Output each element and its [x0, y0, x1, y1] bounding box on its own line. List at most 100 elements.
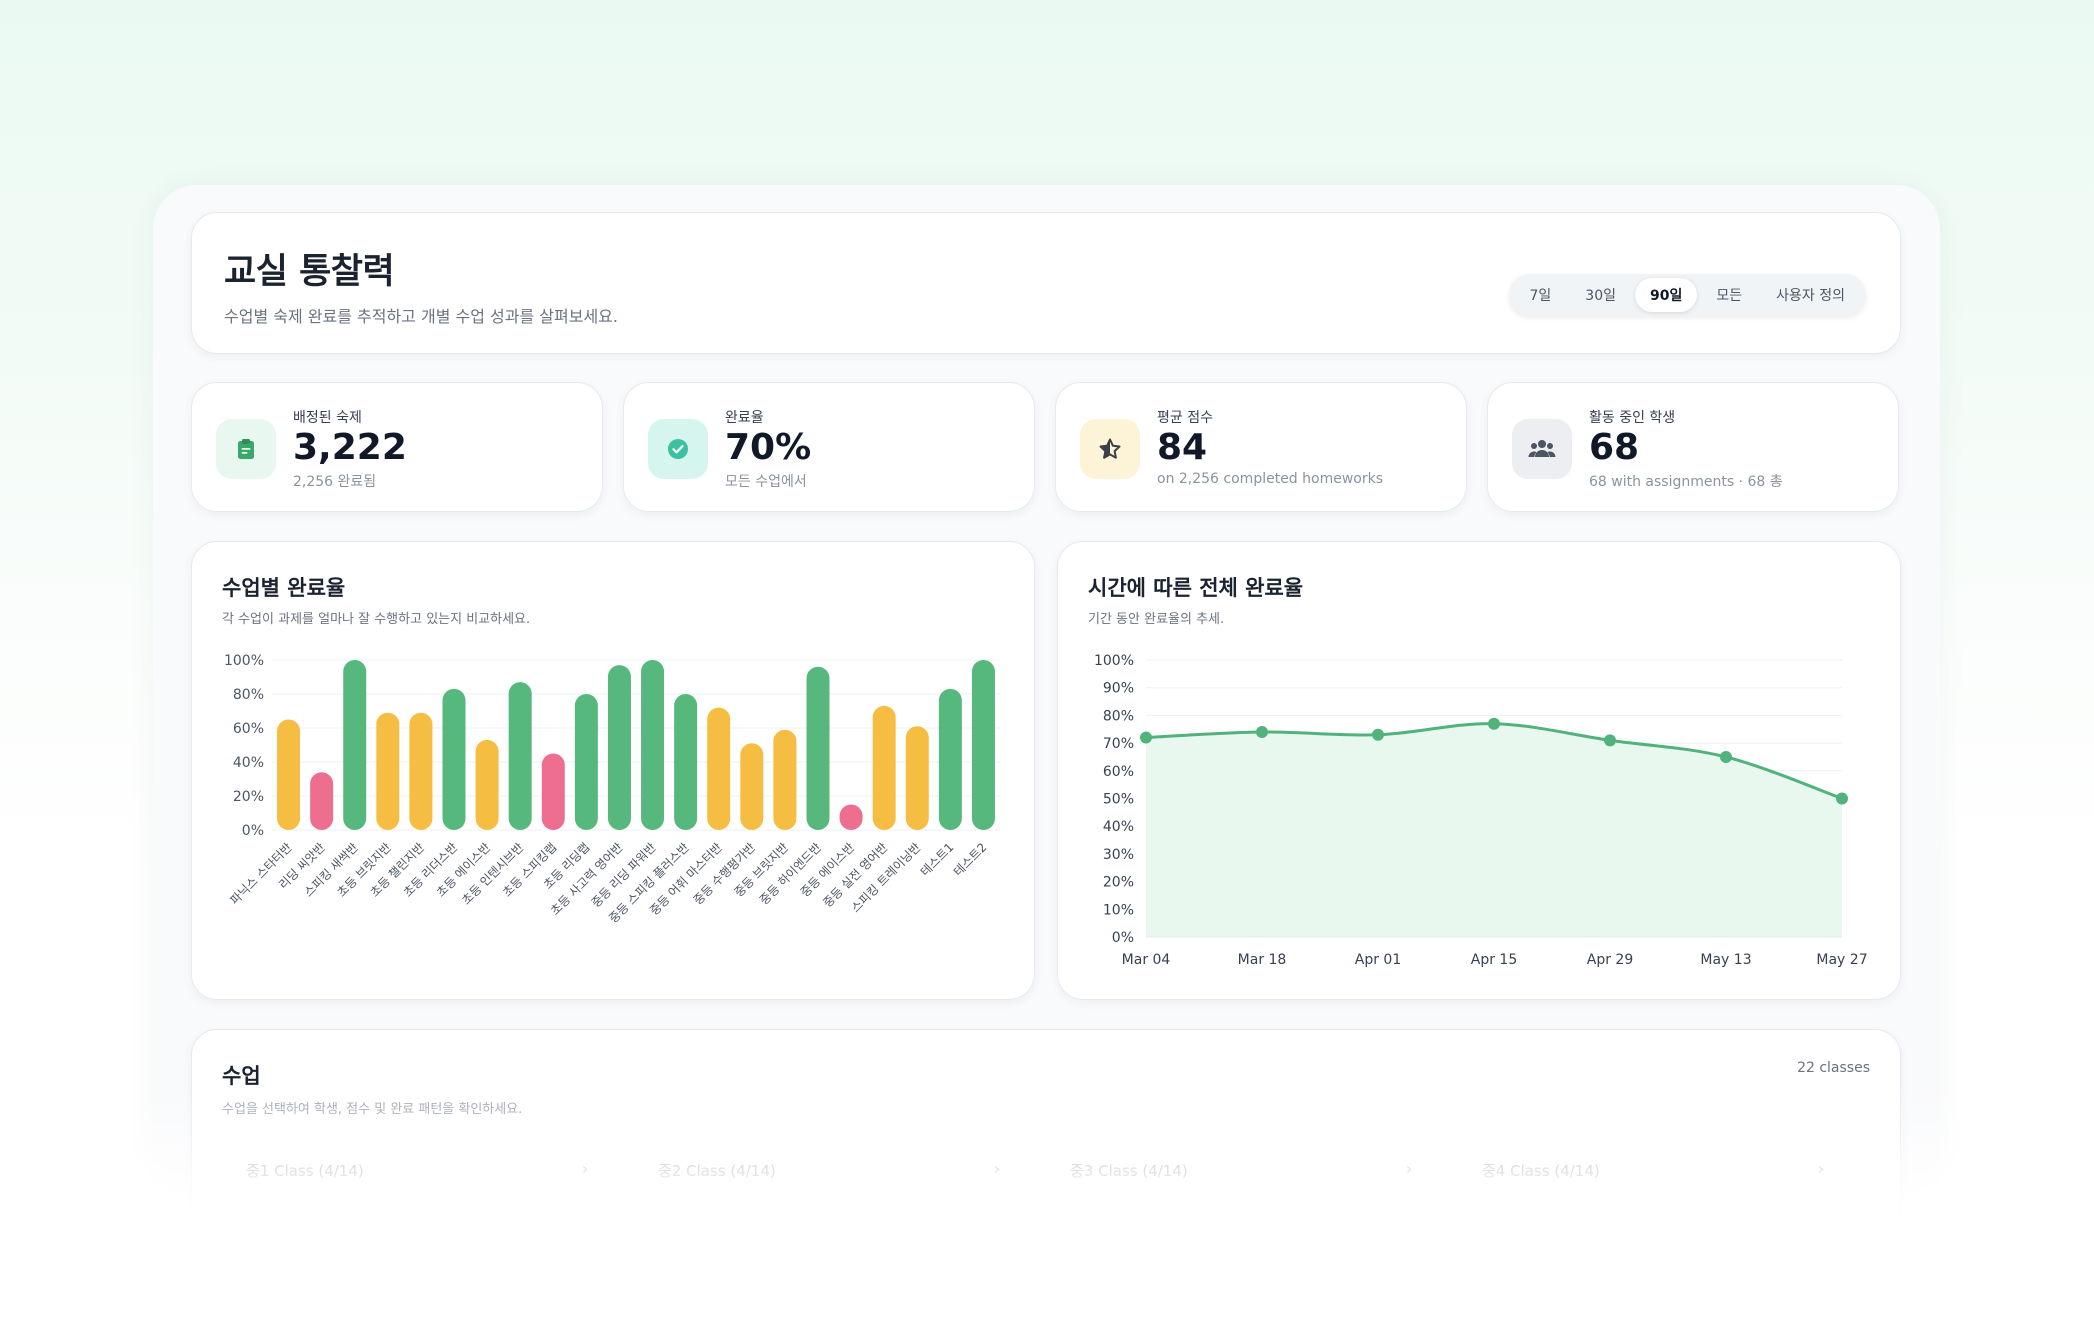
data-point: [1604, 734, 1616, 747]
stat-subtext: 2,256 완료됨: [293, 474, 377, 490]
class-name: 중2 Class (4/14): [658, 1162, 776, 1180]
stat-subtext: 68 with assignments · 68 총: [1589, 474, 1783, 490]
bar: [806, 666, 830, 830]
bar: [674, 694, 698, 830]
stat-subtext: on 2,256 completed homeworks: [1157, 471, 1384, 487]
date-range-selector: 7일 30일 90일 모든 사용자 정의: [1508, 274, 1866, 316]
chart-title: 시간에 따른 전체 완료율: [1088, 576, 1304, 600]
star-icon: [1080, 419, 1140, 479]
bar: [409, 712, 433, 830]
stat-card-average-score: 평균 점수 84 on 2,256 completed homeworks: [1055, 382, 1467, 512]
section-title: 수업: [222, 1064, 261, 1088]
stat-value: 84: [1157, 427, 1208, 468]
bar: [607, 665, 631, 830]
stat-label: 완료율: [725, 410, 764, 426]
class-count: 22 classes: [1797, 1060, 1870, 1076]
bar: [740, 743, 764, 830]
y-tick-label: 30%: [1103, 847, 1134, 863]
bar: [905, 726, 929, 830]
range-custom-button[interactable]: 사용자 정의: [1776, 288, 1845, 304]
chart-title: 수업별 완료율: [222, 576, 346, 600]
bar: [310, 772, 334, 830]
x-tick-label: Mar 04: [1122, 952, 1171, 968]
y-tick-label: 90%: [1103, 681, 1134, 697]
y-tick-label: 0%: [1112, 930, 1134, 946]
y-tick-label: 50%: [1103, 792, 1134, 808]
y-tick-label: 20%: [1103, 875, 1134, 891]
range-7d-button[interactable]: 7일: [1529, 288, 1552, 304]
stat-label: 배정된 숙제: [293, 410, 362, 426]
y-tick-label: 40%: [1103, 819, 1134, 835]
class-item[interactable]: 중3 Class (4/14) ›: [1046, 1160, 1458, 1181]
chart-subtitle: 각 수업이 과제를 얼마나 잘 수행하고 있는지 비교하세요.: [222, 612, 531, 627]
y-tick-label: 60%: [1103, 764, 1134, 780]
x-tick-label: Mar 18: [1238, 952, 1287, 968]
range-90d-button[interactable]: 90일: [1635, 278, 1698, 312]
y-tick-label: 0%: [242, 823, 264, 839]
y-tick-label: 80%: [233, 687, 264, 703]
page-title: 교실 통찰력: [224, 252, 395, 292]
class-list: 중1 Class (4/14) › 중2 Class (4/14) › 중3 Cla…: [222, 1160, 1870, 1181]
class-completion-chart-card: 수업별 완료율 각 수업이 과제를 얼마나 잘 수행하고 있는지 비교하세요. …: [191, 541, 1035, 1000]
class-item[interactable]: 중4 Class (4/14) ›: [1458, 1160, 1870, 1181]
chevron-right-icon: ›: [1818, 1160, 1824, 1178]
data-point: [1372, 728, 1384, 741]
completion-trend-line-chart: 0% 10% 20% 30% 40% 50% 60% 70% 80% 90% 100% Mar 04 M…: [1094, 653, 1868, 968]
y-tick-label: 10%: [1103, 902, 1134, 918]
class-item[interactable]: 중1 Class (4/14) ›: [222, 1160, 634, 1181]
stat-value: 68: [1589, 427, 1640, 468]
classes-card: 수업 수업을 선택하여 학생, 점수 및 완료 패턴을 확인하세요. 22 cl…: [191, 1029, 1901, 1231]
page-subtitle: 수업별 숙제 완료를 추적하고 개별 수업 성과를 살펴보세요.: [224, 307, 618, 326]
area-fill: [1146, 723, 1842, 937]
class-item[interactable]: 중2 Class (4/14) ›: [634, 1160, 1046, 1181]
users-icon: [1512, 419, 1572, 479]
chevron-right-icon: ›: [1406, 1160, 1412, 1178]
y-tick-label: 40%: [233, 755, 264, 771]
class-name: 중4 Class (4/14): [1482, 1162, 1600, 1180]
clipboard-icon: [216, 419, 276, 479]
x-tick-label: May 27: [1816, 952, 1867, 968]
chevron-right-icon: ›: [994, 1160, 1000, 1178]
bar: [541, 753, 565, 830]
bar: [277, 719, 301, 830]
stat-label: 활동 중인 학생: [1589, 410, 1676, 426]
check-circle-icon: [648, 419, 708, 479]
bar: [839, 804, 863, 830]
range-30d-button[interactable]: 30일: [1585, 288, 1616, 304]
x-tick-label: May 13: [1700, 952, 1751, 968]
y-tick-label: 70%: [1103, 736, 1134, 752]
stat-card-assigned: 배정된 숙제 3,222 2,256 완료됨: [191, 382, 603, 512]
bar: [872, 705, 896, 830]
bar: [574, 694, 598, 830]
y-tick-label: 60%: [233, 721, 264, 737]
y-tick-label: 20%: [233, 789, 264, 805]
data-point: [1836, 792, 1848, 805]
bar: [971, 660, 995, 830]
x-tick-label: Apr 01: [1355, 952, 1401, 968]
data-point: [1140, 731, 1152, 744]
x-tick-label: 테스트1: [918, 840, 957, 879]
chart-subtitle: 기간 동안 완료율의 추세.: [1088, 612, 1225, 627]
stat-label: 평균 점수: [1157, 410, 1213, 426]
completion-trend-chart-card: 시간에 따른 전체 완료율 기간 동안 완료율의 추세. 0% 10% 20% 30%…: [1057, 541, 1901, 1000]
bar: [938, 688, 962, 830]
x-tick-label: Apr 15: [1471, 952, 1517, 968]
bar: [376, 712, 400, 830]
stat-subtext: 모든 수업에서: [725, 474, 807, 490]
stat-card-active-students: 활동 중인 학생 68 68 with assignments · 68 총: [1487, 382, 1899, 512]
bar: [475, 739, 499, 830]
section-subtitle: 수업을 선택하여 학생, 점수 및 완료 패턴을 확인하세요.: [222, 1102, 523, 1117]
bar: [641, 660, 665, 830]
class-name: 중3 Class (4/14): [1070, 1162, 1188, 1180]
x-tick-label: 테스트2: [951, 840, 990, 879]
range-all-button[interactable]: 모든: [1716, 288, 1743, 304]
chevron-right-icon: ›: [582, 1160, 588, 1178]
stat-value: 70%: [725, 427, 812, 468]
stat-value: 3,222: [293, 427, 407, 468]
y-tick-label: 100%: [224, 653, 264, 669]
bar: [442, 688, 466, 830]
data-point: [1720, 750, 1732, 763]
y-tick-label: 100%: [1094, 653, 1134, 669]
bar: [343, 660, 367, 830]
